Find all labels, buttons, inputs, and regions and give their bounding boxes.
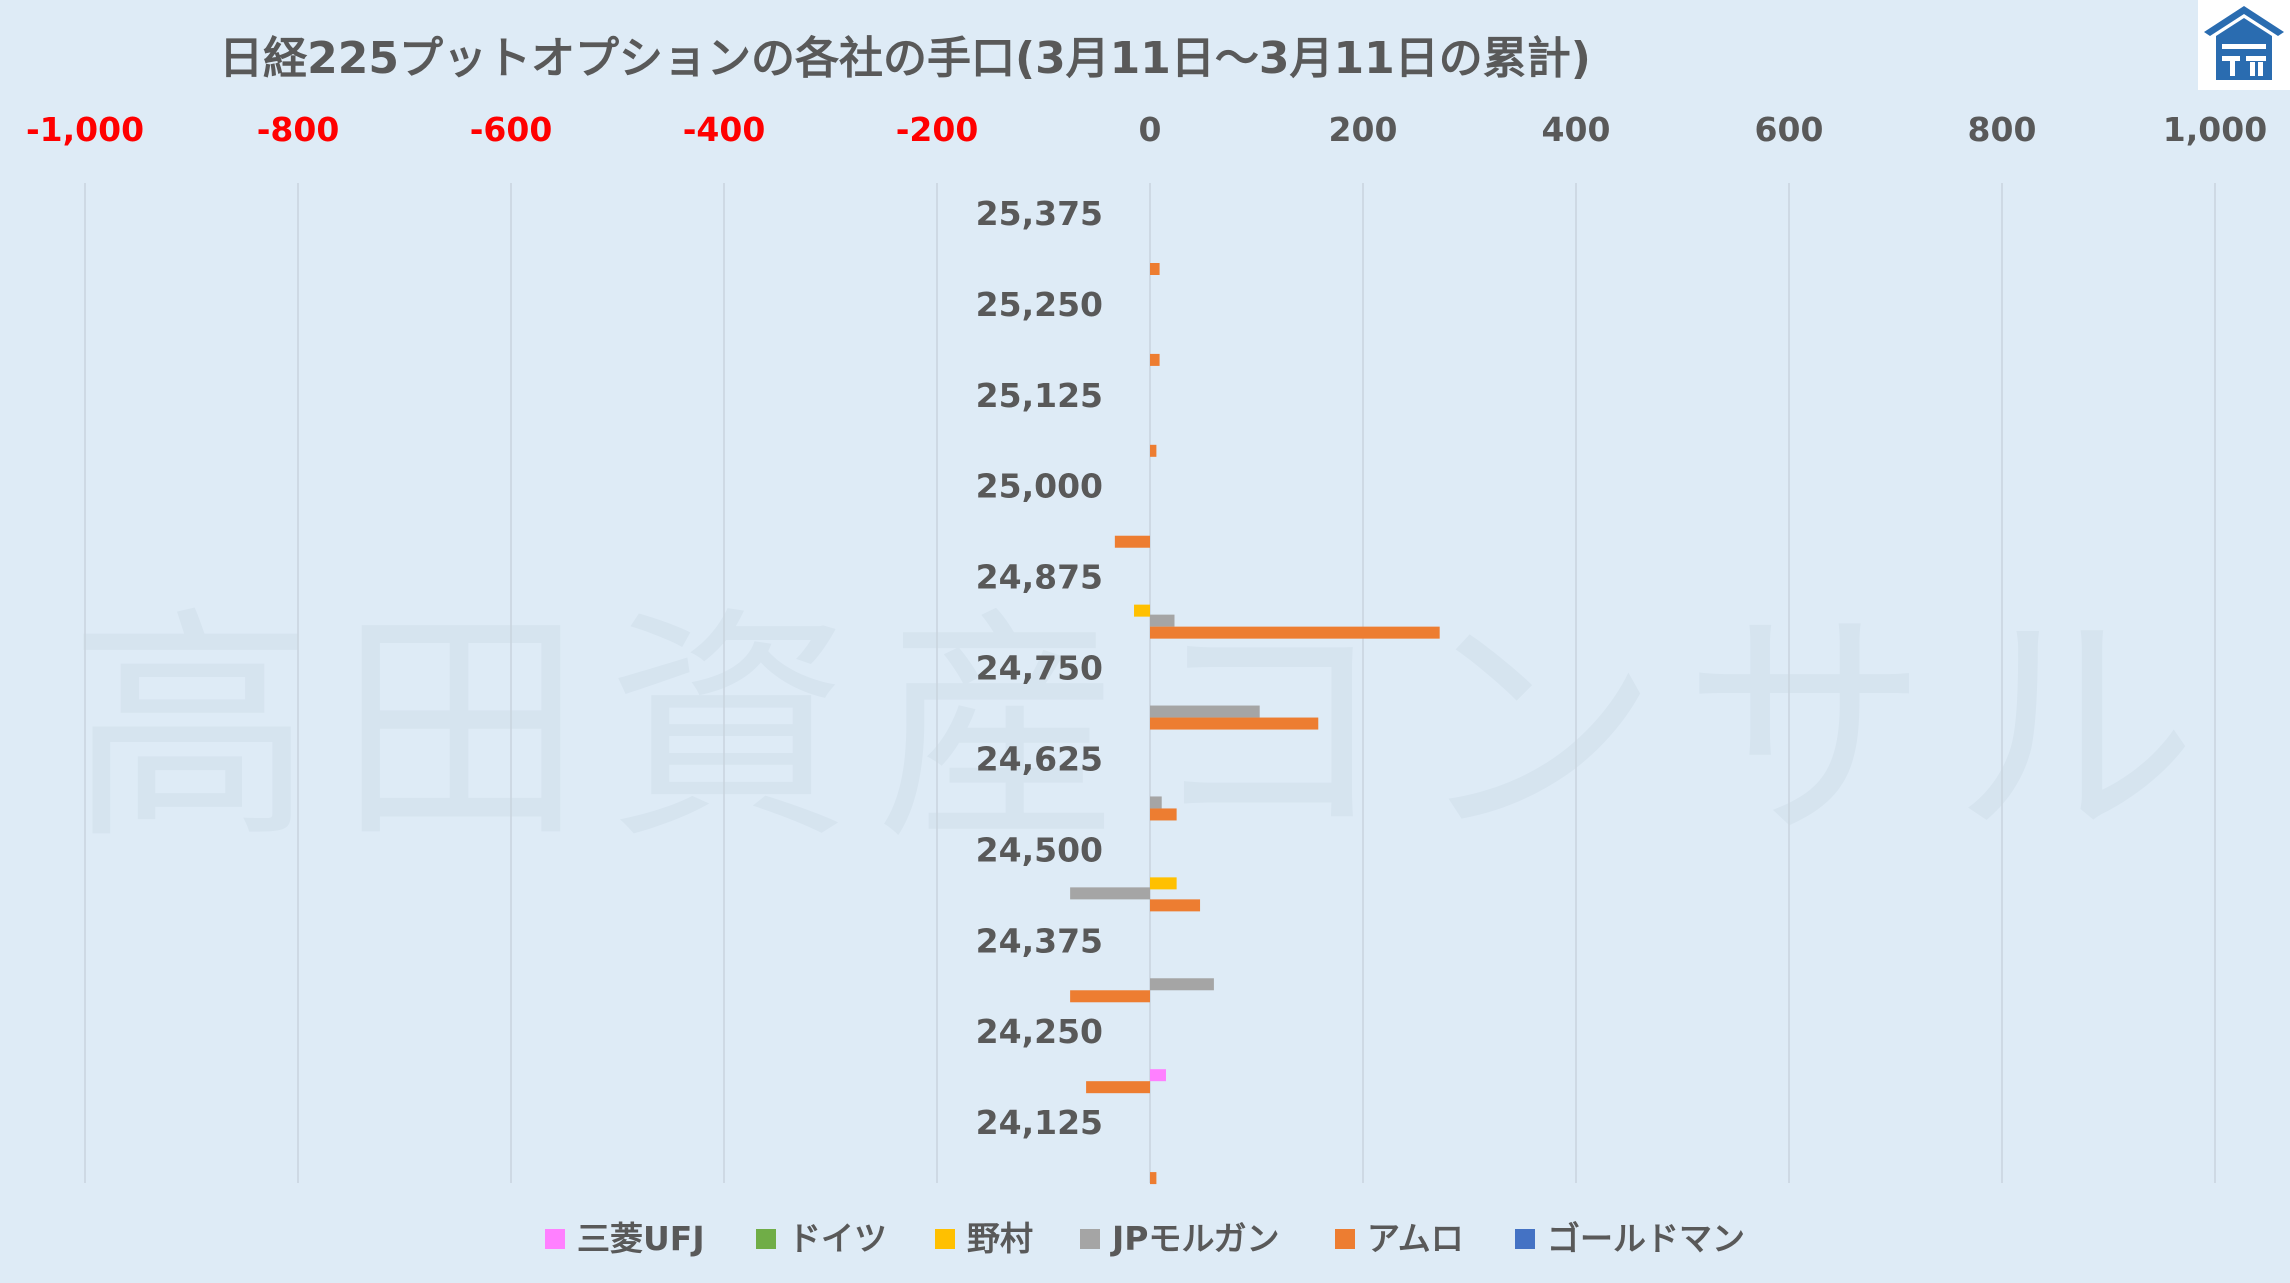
bar [1070,887,1150,900]
grid-lines [84,183,2216,1183]
y-tick-label: 24,750 [976,649,1103,688]
x-axis-ticks: -1,000 -800 -600 -400 -200 0 200 400 600 800 1,000 [26,110,2267,149]
x-tick-label: -1,000 [26,110,144,149]
bar [1150,1172,1157,1185]
y-tick-label: 24,875 [976,558,1103,597]
y-tick-label: 25,250 [976,285,1103,324]
bar [1150,626,1440,639]
legend-label: 三菱UFJ [577,1219,705,1258]
bar [1150,877,1177,890]
legend-swatch [756,1229,776,1249]
x-tick-label: 200 [1329,110,1398,149]
bar [1150,796,1162,809]
bar [1150,899,1201,912]
legend: 三菱UFJ ドイツ 野村 JPモルガン アムロ ゴールドマン [545,1219,1745,1258]
y-tick-label: 25,000 [976,467,1103,506]
y-tick-label: 24,125 [976,1103,1103,1142]
legend-swatch [1335,1229,1355,1249]
legend-swatch [1515,1229,1535,1249]
bar [1150,717,1319,730]
y-axis-ticks: 25,375 25,250 25,125 25,000 24,875 24,750 24,6… [976,194,1103,1142]
y-tick-label: 24,250 [976,1012,1103,1051]
y-tick-label: 25,125 [976,376,1103,415]
bars [1070,263,1440,1185]
bar [1134,604,1150,617]
y-tick-label: 25,375 [976,194,1103,233]
x-tick-label: 1,000 [2163,110,2267,149]
bar [1150,614,1175,627]
bar [1150,353,1160,366]
legend-swatch [935,1229,955,1249]
bar [1150,1069,1166,1082]
legend-label: アムロ [1367,1219,1464,1258]
x-tick-label: -800 [257,110,340,149]
x-tick-label: -400 [683,110,766,149]
legend-swatch [545,1229,565,1249]
bar [1150,978,1214,991]
chart-title: 日経225プットオプションの各社の手口(3月11日～3月11日の累計) [219,33,1591,84]
bar [1150,444,1157,457]
bar [1150,808,1177,821]
bar [1070,990,1150,1003]
x-tick-label: 400 [1542,110,1611,149]
legend-label: ドイツ [788,1219,887,1258]
bar [1114,535,1150,548]
legend-swatch [1080,1229,1100,1249]
x-tick-label: -600 [470,110,553,149]
legend-label: 野村 [967,1219,1033,1258]
bar [1086,1081,1150,1094]
x-tick-label: 600 [1755,110,1824,149]
house-logo-icon [2198,0,2290,90]
y-tick-label: 24,625 [976,739,1103,778]
y-tick-label: 24,500 [976,830,1103,869]
legend-label: JPモルガン [1110,1219,1279,1258]
bar [1150,263,1160,275]
legend-label: ゴールドマン [1547,1219,1745,1258]
x-tick-label: -200 [896,110,979,149]
y-tick-label: 24,375 [976,921,1103,960]
x-tick-label: 0 [1139,110,1162,149]
x-tick-label: 800 [1968,110,2037,149]
bar [1150,705,1260,718]
